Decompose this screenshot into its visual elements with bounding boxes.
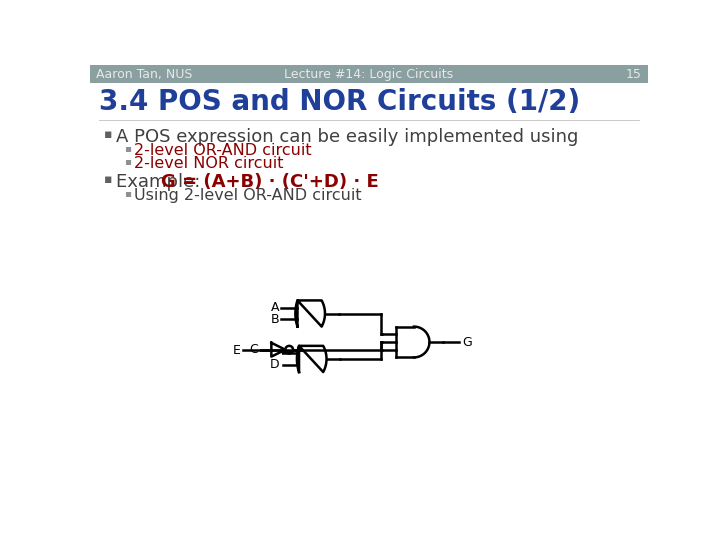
Text: ▪: ▪ (124, 188, 131, 198)
Text: G = (A+B) · (C'+D) · E: G = (A+B) · (C'+D) · E (161, 173, 378, 191)
Text: Example:: Example: (116, 173, 206, 191)
Text: Lecture #14: Logic Circuits: Lecture #14: Logic Circuits (284, 68, 454, 80)
Text: Aaron Tan, NUS: Aaron Tan, NUS (96, 68, 192, 80)
Text: A POS expression can be easily implemented using: A POS expression can be easily implement… (116, 128, 578, 146)
Text: ▪: ▪ (104, 128, 112, 141)
Text: B: B (271, 313, 279, 326)
Text: E: E (233, 344, 241, 357)
Text: 15: 15 (626, 68, 642, 80)
Text: D: D (269, 359, 279, 372)
Text: 3.4 POS and NOR Circuits (1/2): 3.4 POS and NOR Circuits (1/2) (99, 88, 580, 116)
Text: 2-level NOR circuit: 2-level NOR circuit (134, 156, 284, 171)
Text: A: A (271, 301, 279, 314)
Text: ▪: ▪ (124, 156, 131, 166)
FancyBboxPatch shape (90, 65, 648, 83)
Text: C: C (249, 343, 258, 356)
Text: G: G (462, 335, 472, 348)
Text: 2-level OR-AND circuit: 2-level OR-AND circuit (134, 143, 312, 158)
Text: ▪: ▪ (104, 173, 112, 186)
Text: Using 2-level OR-AND circuit: Using 2-level OR-AND circuit (134, 188, 362, 203)
Text: ▪: ▪ (124, 143, 131, 153)
